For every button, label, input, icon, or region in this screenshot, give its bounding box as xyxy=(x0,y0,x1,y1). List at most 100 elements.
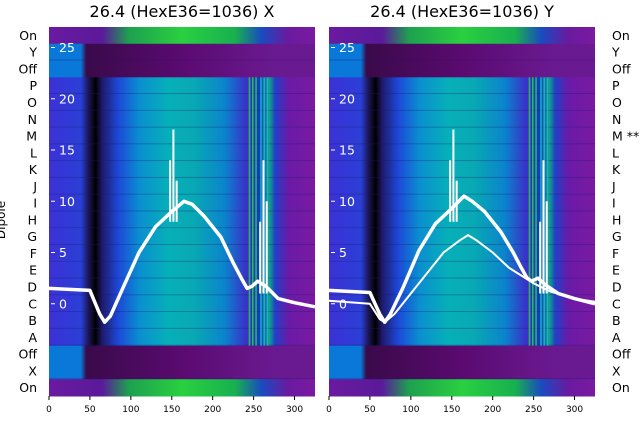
row-divider xyxy=(49,378,315,380)
row-label-right: X xyxy=(612,363,621,378)
row-divider xyxy=(49,210,315,212)
row-label-left: Y xyxy=(28,45,37,60)
row-divider xyxy=(49,311,315,313)
row-label-right: P xyxy=(612,78,620,93)
heatmap-row xyxy=(329,328,595,347)
x-tick-label: 100 xyxy=(122,405,139,415)
row-divider xyxy=(329,344,595,346)
streak xyxy=(260,77,262,346)
heatmap-row xyxy=(329,261,595,280)
row-divider xyxy=(49,260,315,262)
overlay-tick-label: 20 xyxy=(339,91,355,106)
row-label-left: On xyxy=(19,380,37,395)
row-label-left: M xyxy=(26,129,37,144)
heatmap-row xyxy=(329,94,595,112)
overlay-tick-label: 25 xyxy=(339,40,355,55)
row-label-right: G xyxy=(612,229,622,244)
heatmap-row xyxy=(49,362,315,380)
row-divider xyxy=(329,277,595,279)
heatmap-row xyxy=(49,211,315,229)
x-tick-label: 50 xyxy=(364,405,376,415)
row-label-right: K xyxy=(612,162,621,177)
row-divider xyxy=(49,143,315,145)
row-label-right: Off xyxy=(612,347,631,362)
row-divider xyxy=(329,244,595,246)
row-label-left: E xyxy=(29,263,37,278)
row-divider xyxy=(49,344,315,346)
row-divider xyxy=(329,109,595,111)
heatmap-row xyxy=(49,228,315,246)
overlay-tick-label: 20 xyxy=(59,91,75,106)
row-divider xyxy=(329,126,595,128)
row-label-right: Off xyxy=(612,61,631,76)
row-label-left: A xyxy=(28,330,37,345)
row-divider xyxy=(49,244,315,246)
row-label-left: L xyxy=(30,145,37,160)
heatmap-row xyxy=(329,77,595,95)
row-divider xyxy=(49,193,315,195)
row-label-left: Off xyxy=(19,61,38,76)
heatmap-row xyxy=(329,194,595,212)
overlay-tick-label: 0 xyxy=(339,296,347,311)
row-label-right: I xyxy=(612,196,616,211)
row-label-left: On xyxy=(19,28,37,43)
row-divider xyxy=(49,327,315,329)
heatmap-row xyxy=(49,312,315,330)
row-divider xyxy=(329,260,595,262)
x-tick-label: 150 xyxy=(163,405,180,415)
heatmap-row xyxy=(49,94,315,112)
overlay-tick-label: 5 xyxy=(339,245,347,260)
row-label-right: Y xyxy=(611,45,620,60)
heatmap-row xyxy=(49,345,315,363)
row-label-left: J xyxy=(32,179,37,194)
row-label-right: J xyxy=(611,179,616,194)
row-label-left: Off xyxy=(19,347,38,362)
row-label-left: K xyxy=(29,162,38,177)
heatmap-row xyxy=(329,228,595,246)
heatmap-row xyxy=(329,312,595,330)
heatmap-row xyxy=(49,43,315,62)
row-divider xyxy=(49,277,315,279)
heatmap-row xyxy=(329,60,595,78)
row-label-left: X xyxy=(28,363,37,378)
row-label-right: C xyxy=(612,296,621,311)
heatmap-row xyxy=(329,177,595,196)
x-tick-label: 200 xyxy=(204,405,221,415)
heatmap-row xyxy=(329,127,595,145)
heatmap-row xyxy=(329,161,595,179)
heatmap-row xyxy=(329,211,595,229)
row-label-right: N xyxy=(612,112,621,127)
overlay-tick-label: 15 xyxy=(339,143,355,158)
row-label-left: N xyxy=(28,112,37,127)
series-line xyxy=(48,199,316,324)
streak xyxy=(255,77,257,346)
row-label-left: B xyxy=(28,313,37,328)
heatmap-row xyxy=(329,379,595,397)
row-divider xyxy=(49,294,315,296)
row-divider xyxy=(49,93,315,95)
series-line xyxy=(328,234,596,324)
row-divider xyxy=(49,126,315,128)
streak xyxy=(528,77,531,346)
heatmap-row xyxy=(49,110,315,129)
panel-title: 26.4 (HexE36=1036) Y xyxy=(370,2,554,21)
row-divider xyxy=(329,193,595,195)
panel-title: 26.4 (HexE36=1036) X xyxy=(90,2,275,21)
heatmap-row xyxy=(329,278,595,296)
row-label-right: M ** xyxy=(612,129,639,144)
x-tick-label: 150 xyxy=(443,405,460,415)
overlay-tick-label: 25 xyxy=(59,40,75,55)
row-divider xyxy=(49,109,315,111)
heatmap-row xyxy=(49,245,315,263)
row-label-right: On xyxy=(612,28,630,43)
x-tick-label: 250 xyxy=(245,405,262,415)
streak xyxy=(535,77,537,346)
row-label-right: E xyxy=(612,263,620,278)
row-label-left: I xyxy=(33,196,37,211)
x-tick-label: 200 xyxy=(484,405,501,415)
heatmap-row xyxy=(49,261,315,280)
heatmap-row xyxy=(329,362,595,380)
row-label-right: L xyxy=(612,145,619,160)
